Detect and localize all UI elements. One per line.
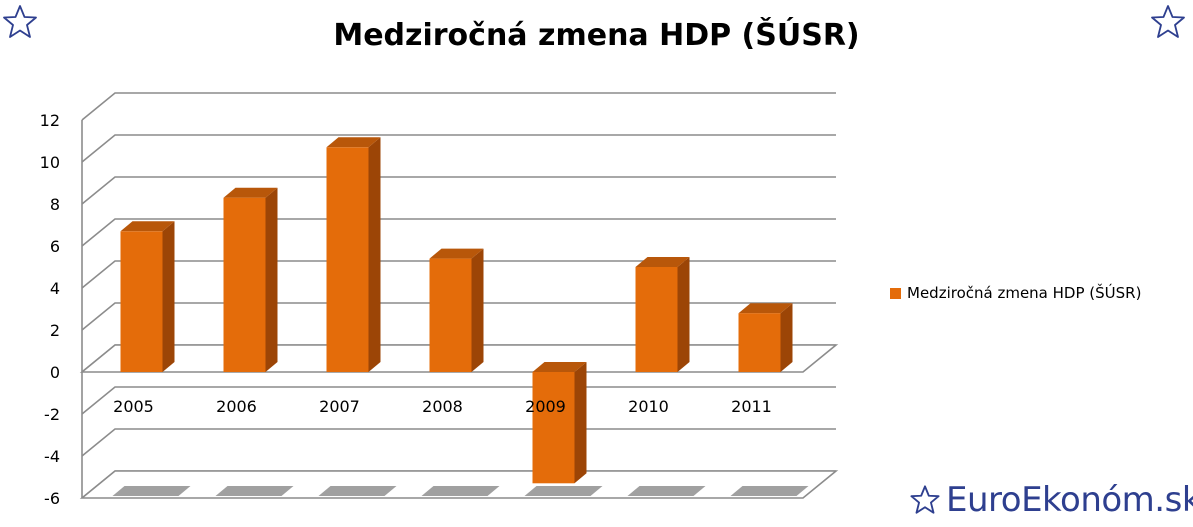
x-tick-label: 2005 [113, 397, 154, 416]
legend-label: Medziročná zmena HDP (ŠÚSR) [907, 284, 1142, 302]
bar-front [120, 231, 163, 372]
gridline [81, 134, 836, 163]
bar-shadow [421, 486, 500, 496]
x-tick-label: 2006 [216, 397, 257, 416]
bar-side [780, 303, 793, 372]
y-tick-label: 12 [40, 111, 60, 130]
bar-front [326, 147, 369, 372]
bars-layer [112, 137, 809, 496]
y-tick-label: -2 [44, 405, 60, 424]
bar-top [223, 187, 278, 198]
bar-top [120, 221, 175, 232]
bar-shadow [215, 486, 294, 496]
y-tick-label: 10 [40, 153, 60, 172]
bar-front [738, 313, 781, 372]
star-outline-icon [1151, 5, 1185, 38]
bar-front [635, 267, 678, 372]
y-tick-label: 2 [50, 321, 60, 340]
x-tick-label: 2011 [731, 397, 772, 416]
y-tick-label: 0 [50, 363, 60, 382]
y-tick-labels: 12 10 8 6 4 2 0 -2 -4 -6 [40, 111, 60, 508]
legend-swatch [890, 287, 901, 299]
chart-title: Medziročná zmena HDP (ŠÚSR) [333, 18, 860, 53]
bar [627, 257, 706, 496]
bar-top [429, 248, 484, 259]
y-tick-label: 4 [50, 279, 60, 298]
x-tick-label: 2008 [422, 397, 463, 416]
logo-text: EuroEkonóm.sk [946, 480, 1193, 520]
bar-top [635, 257, 690, 267]
bar [524, 362, 603, 496]
bar [112, 221, 191, 496]
gridline [81, 218, 836, 247]
gridline [81, 302, 836, 331]
y-tick-label: 6 [50, 237, 60, 256]
bar-front [429, 258, 472, 372]
bar-top [326, 137, 381, 148]
x-tick-label: 2007 [319, 397, 360, 416]
bar-shadow [730, 486, 809, 496]
bar-top [738, 303, 793, 314]
bar-shadow [524, 486, 603, 496]
bar-side [368, 137, 381, 372]
bar [318, 137, 397, 496]
bar-shadow [318, 486, 397, 496]
y-tick-label: 8 [50, 195, 60, 214]
gridline [81, 428, 836, 457]
x-tick-labels: 2005 2006 2007 2008 2009 2010 2011 [113, 397, 772, 416]
star-outline-icon [3, 5, 37, 38]
gridline [81, 260, 836, 289]
y-tick-label: -4 [44, 447, 60, 466]
bar-side [677, 257, 690, 372]
bar [730, 303, 809, 496]
bar-side [162, 221, 175, 372]
y-tick-label: -6 [44, 489, 60, 508]
legend: Medziročná zmena HDP (ŠÚSR) [890, 284, 1141, 302]
bar-front [532, 372, 575, 484]
logo: EuroEkonóm.sk [908, 480, 1193, 520]
x-tick-label: 2009 [525, 397, 566, 416]
bar-front [223, 197, 266, 372]
bar [421, 248, 500, 496]
bar-side [471, 248, 484, 372]
gridline [81, 386, 836, 415]
bar [215, 187, 294, 496]
bar-side [574, 362, 587, 484]
bar-side [265, 187, 278, 372]
star-outline-icon [910, 485, 940, 514]
x-tick-label: 2010 [628, 397, 669, 416]
bar-top [532, 362, 587, 372]
gridline [81, 176, 836, 205]
gridline [81, 92, 836, 121]
bar-shadow [627, 486, 706, 496]
bar-shadow [112, 486, 191, 496]
